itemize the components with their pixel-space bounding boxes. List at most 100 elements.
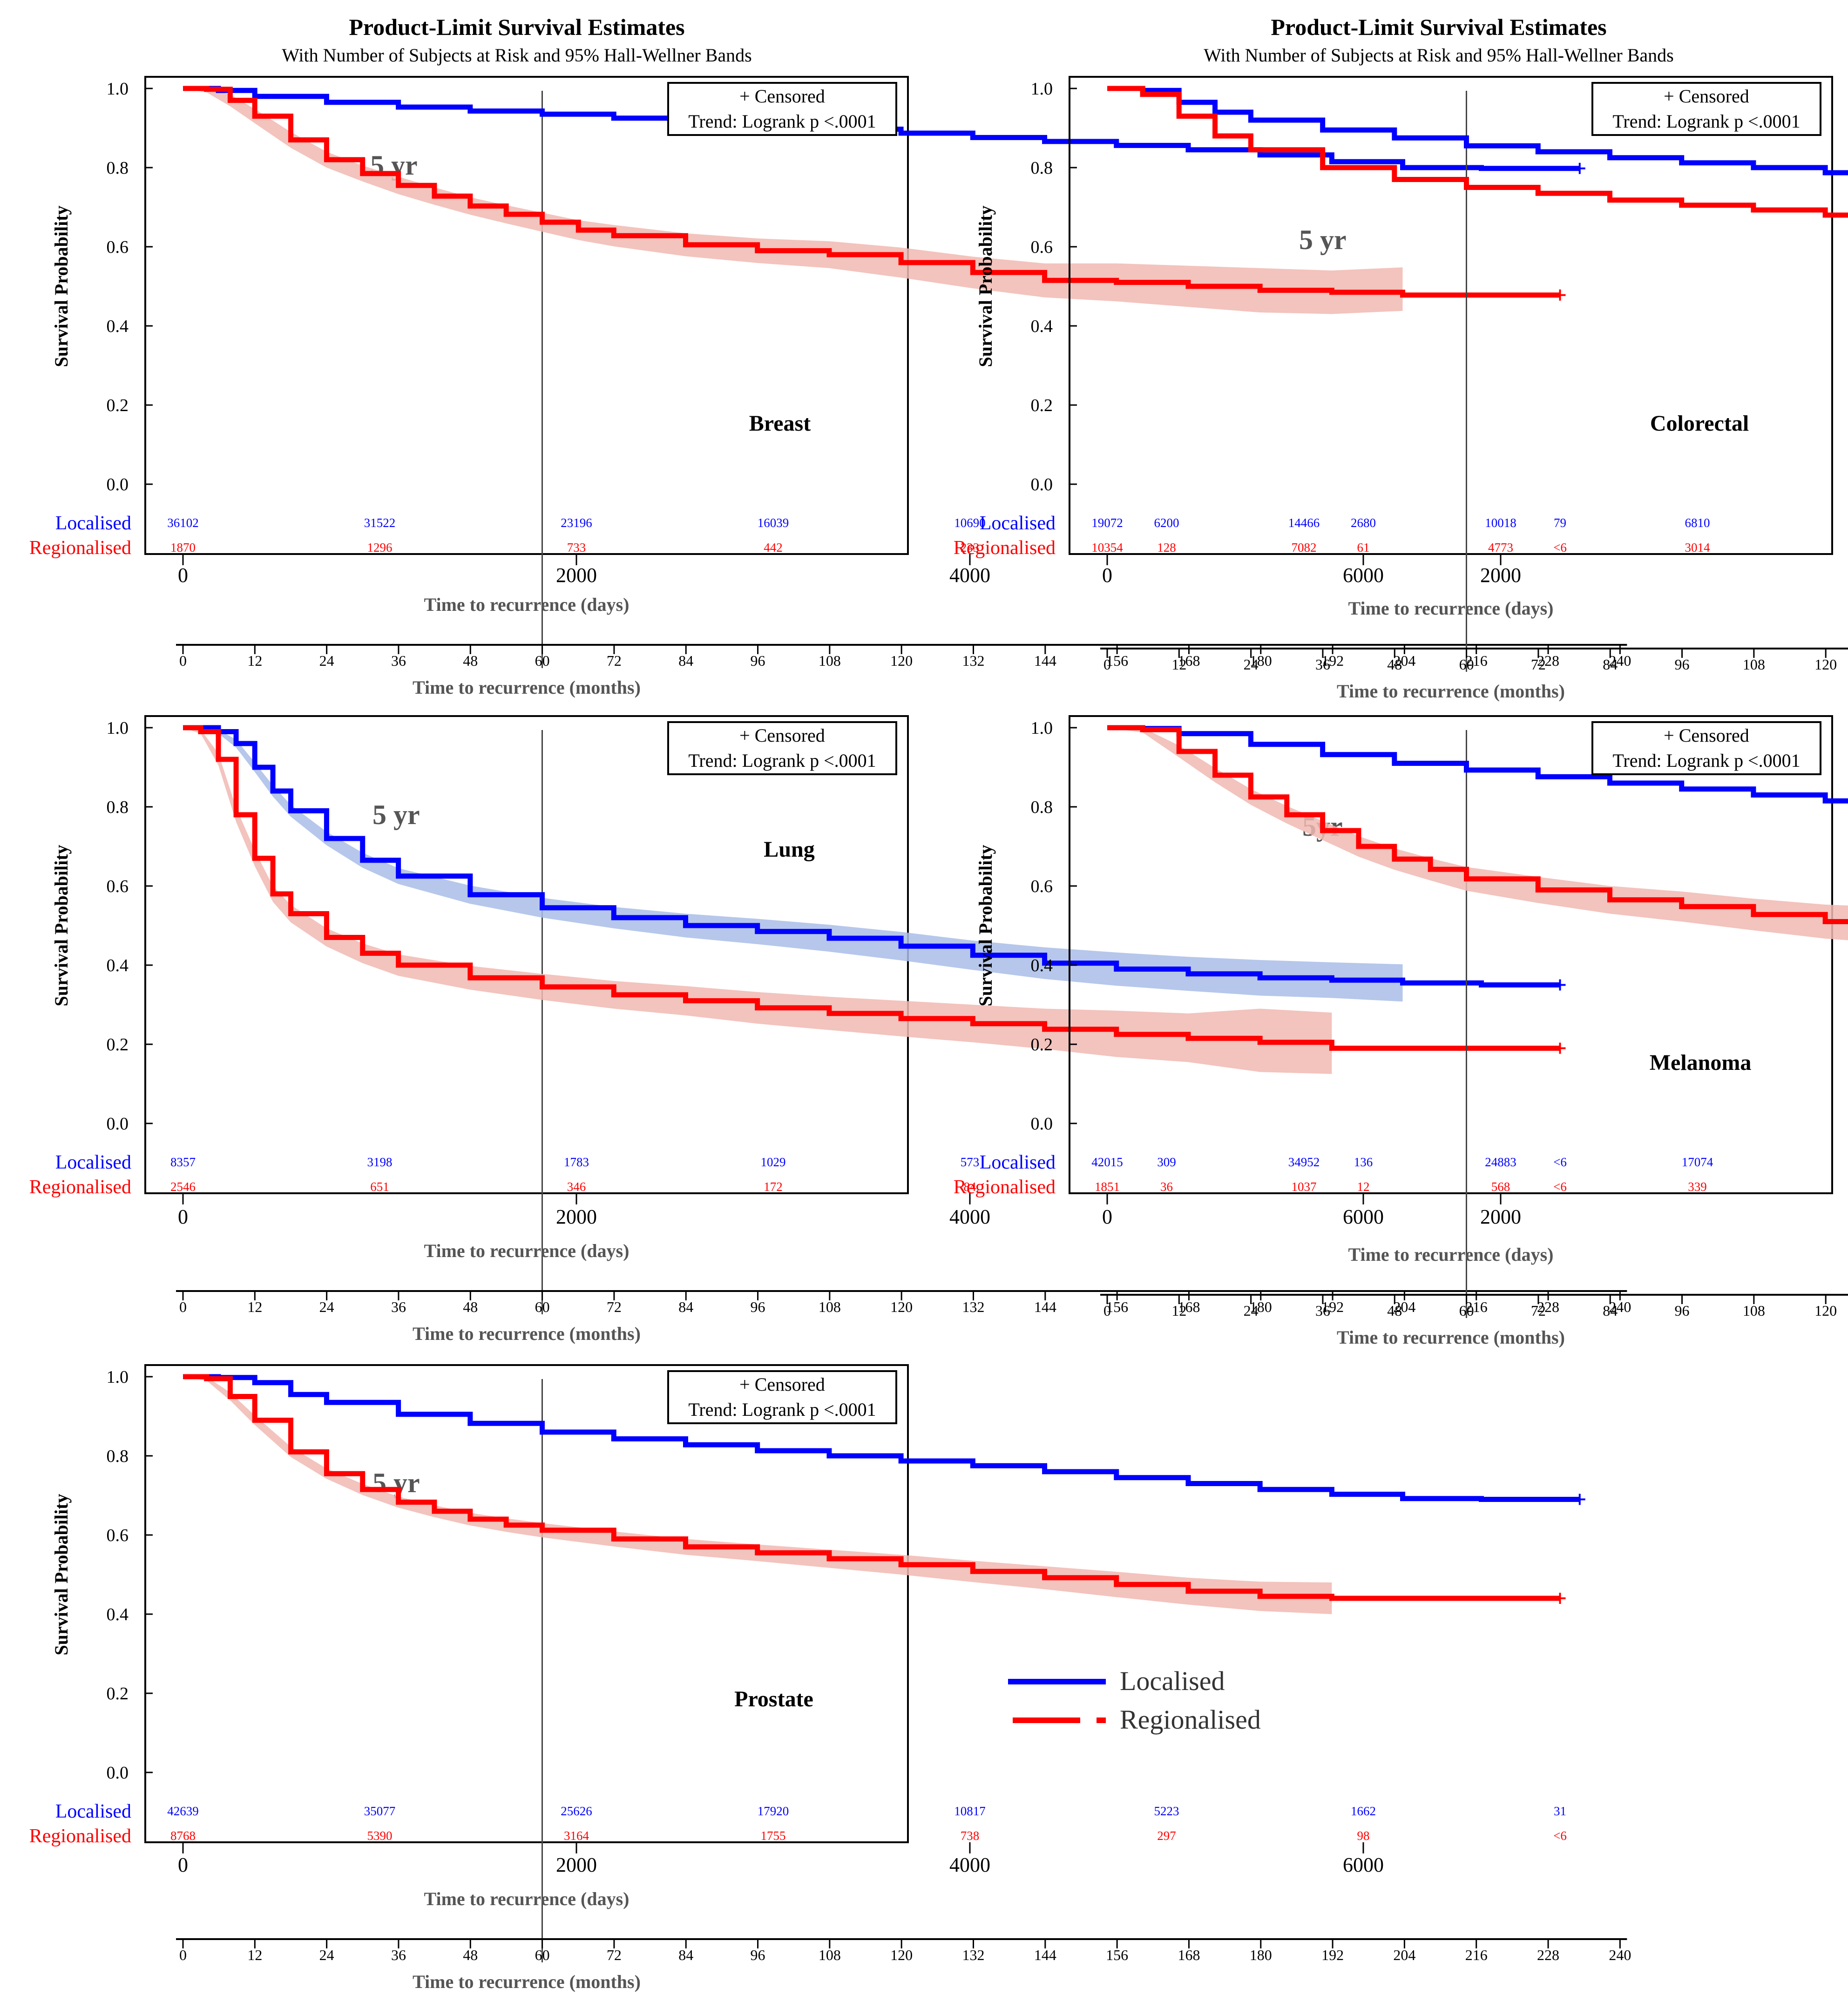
curve-localised [183,1374,1580,1502]
y-axis-label: Survival Probability [975,845,996,1006]
x-month-tick-label: 216 [1465,652,1488,669]
x-month-tick-label: 132 [962,1947,984,1963]
risk-count-localised: 19072 [1091,516,1123,530]
cancer-label: Melanoma [1650,1050,1752,1075]
x-month-tick-label: 108 [819,1298,841,1315]
risk-count-localised: 17920 [758,1804,789,1818]
x-month-tick-label: 72 [1531,1302,1546,1319]
risk-count-regionalised: 172 [764,1180,783,1194]
risk-count-regionalised: 442 [764,541,783,554]
x-month-tick-label: 180 [1250,1298,1272,1315]
trend-label: Trend: Logrank p <.0001 [688,1399,876,1420]
y-tick-label: 0.2 [107,1684,129,1704]
y-tick-label: 0.4 [107,956,129,975]
risk-count-regionalised: 84 [964,1180,977,1194]
y-tick-label: 0.2 [1031,396,1053,415]
censor-mark [1554,979,1566,991]
risk-count-localised: 6810 [1685,516,1710,530]
x-month-tick-label: 84 [678,1298,693,1315]
risk-count-localised: 16039 [758,516,789,530]
plot-frame [1069,76,1833,555]
x-month-tick-label: 108 [1743,1302,1765,1319]
risk-count-localised: 79 [1554,516,1566,530]
x-month-tick-label: 180 [1250,1947,1272,1963]
risk-count-localised: 31 [1554,1804,1566,1818]
x-month-tick-label: 96 [1675,1302,1690,1319]
x-month-tick-label: 228 [1537,652,1559,669]
risk-count-regionalised: 3014 [1685,541,1711,554]
x-month-tick-label: 108 [1743,656,1765,673]
censor-legend-box [667,82,897,136]
x-month-tick-label: 192 [1321,1947,1344,1963]
cancer-label: Colorectal [1650,411,1749,436]
risk-row-label-localised: Localised [55,1152,131,1173]
risk-row-label-localised: Localised [980,1152,1056,1173]
x-month-tick-label: 48 [463,652,478,669]
censored-label: + Censored [1664,725,1749,746]
y-tick-label: 0.8 [107,1447,129,1466]
x-month-tick-label: 0 [1103,1302,1111,1319]
risk-count-regionalised: <6 [1553,1829,1567,1843]
x-month-tick-label: 24 [319,652,334,669]
x-month-tick-label: 0 [179,1298,187,1315]
x-month-tick-label: 96 [751,652,765,669]
risk-count-regionalised: 1037 [1292,1180,1317,1194]
risk-count-regionalised: 4773 [1488,541,1513,554]
x-month-tick-label: 204 [1393,652,1415,669]
x-month-tick-label: 96 [1675,656,1690,673]
x-month-tick-label: 48 [463,1947,478,1963]
x-month-tick-label: 144 [1034,1298,1056,1315]
x-axis-label-months: Time to recurrence (months) [413,1971,641,1992]
x-month-tick-label: 204 [1393,1947,1415,1963]
x-day-tick-label: 6000 [1343,564,1384,587]
y-tick-label: 0.8 [1031,798,1053,817]
x-month-tick-label: 72 [607,1947,622,1963]
x-month-tick-label: 60 [535,1947,550,1963]
x-month-tick-label: 24 [319,1298,334,1315]
x-day-tick-label: 6000 [1343,1853,1384,1876]
curve-regionalised [183,1374,1560,1601]
censored-label: + Censored [739,725,825,746]
y-tick-label: 0.4 [107,1605,129,1624]
risk-count-localised: 1662 [1351,1804,1376,1818]
risk-count-regionalised: 10354 [1091,541,1123,554]
risk-count-localised: 3198 [367,1155,393,1169]
x-month-tick-label: 180 [1250,652,1272,669]
risk-count-localised: 5223 [1154,1804,1179,1818]
x-day-tick-label: 2000 [556,564,597,587]
trend-label: Trend: Logrank p <.0001 [688,111,876,132]
x-day-tick-label: 2000 [556,1853,597,1876]
risk-count-regionalised: 1296 [367,541,393,554]
x-month-tick-label: 120 [890,1298,913,1315]
plot-frame [144,715,909,1194]
x-month-tick-label: 228 [1537,1947,1559,1963]
x-day-tick-label: 6000 [1343,1205,1384,1228]
risk-count-regionalised: 733 [567,541,586,554]
x-month-tick-label: 156 [1106,1947,1128,1963]
risk-count-localised: <6 [1553,1155,1567,1169]
x-month-tick-label: 60 [535,652,550,669]
risk-row-label-localised: Localised [55,1801,131,1822]
x-month-tick-label: 36 [391,652,406,669]
x-day-tick-label: 0 [178,1205,188,1228]
x-month-tick-label: 12 [247,652,262,669]
x-month-tick-label: 24 [1244,656,1259,673]
x-axis-label-days: Time to recurrence (days) [424,594,630,615]
x-axis-label-days: Time to recurrence (days) [1348,598,1554,619]
y-tick-label: 0.6 [107,1526,129,1545]
risk-count-localised: 42639 [167,1804,199,1818]
risk-count-localised: 6200 [1154,516,1179,530]
header-title-right: Product-Limit Survival Estimates [1271,14,1606,40]
risk-row-label-localised: Localised [980,513,1056,534]
x-day-tick-label: 4000 [949,1853,990,1876]
risk-count-localised: 136 [1354,1155,1373,1169]
risk-count-localised: 14466 [1288,516,1320,530]
risk-count-localised: 1783 [564,1155,589,1169]
risk-count-localised: 10690 [954,516,986,530]
x-month-tick-label: 36 [1315,1302,1330,1319]
risk-count-regionalised: 346 [567,1180,586,1194]
curve-regionalised [1107,86,1848,218]
plot-frame [1069,715,1833,1194]
plot-frame [144,1364,909,1843]
